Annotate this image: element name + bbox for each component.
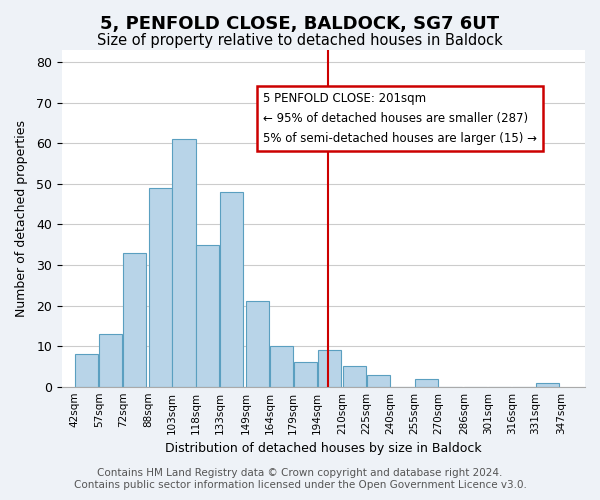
Y-axis label: Number of detached properties: Number of detached properties — [15, 120, 28, 317]
X-axis label: Distribution of detached houses by size in Baldock: Distribution of detached houses by size … — [165, 442, 482, 455]
Bar — [293, 362, 317, 386]
Bar — [196, 244, 220, 386]
Bar — [220, 192, 244, 386]
Bar — [149, 188, 172, 386]
Bar — [343, 366, 366, 386]
Bar — [99, 334, 122, 386]
Text: 5, PENFOLD CLOSE, BALDOCK, SG7 6UT: 5, PENFOLD CLOSE, BALDOCK, SG7 6UT — [100, 15, 500, 33]
Bar — [536, 382, 559, 386]
Bar — [75, 354, 98, 386]
Bar — [246, 302, 269, 386]
Bar — [367, 374, 390, 386]
Bar — [270, 346, 293, 387]
Text: Size of property relative to detached houses in Baldock: Size of property relative to detached ho… — [97, 32, 503, 48]
Bar — [317, 350, 341, 387]
Text: Contains HM Land Registry data © Crown copyright and database right 2024.
Contai: Contains HM Land Registry data © Crown c… — [74, 468, 526, 490]
Bar — [172, 139, 196, 386]
Bar — [123, 253, 146, 386]
Text: 5 PENFOLD CLOSE: 201sqm
← 95% of detached houses are smaller (287)
5% of semi-de: 5 PENFOLD CLOSE: 201sqm ← 95% of detache… — [263, 92, 538, 145]
Bar — [415, 378, 438, 386]
